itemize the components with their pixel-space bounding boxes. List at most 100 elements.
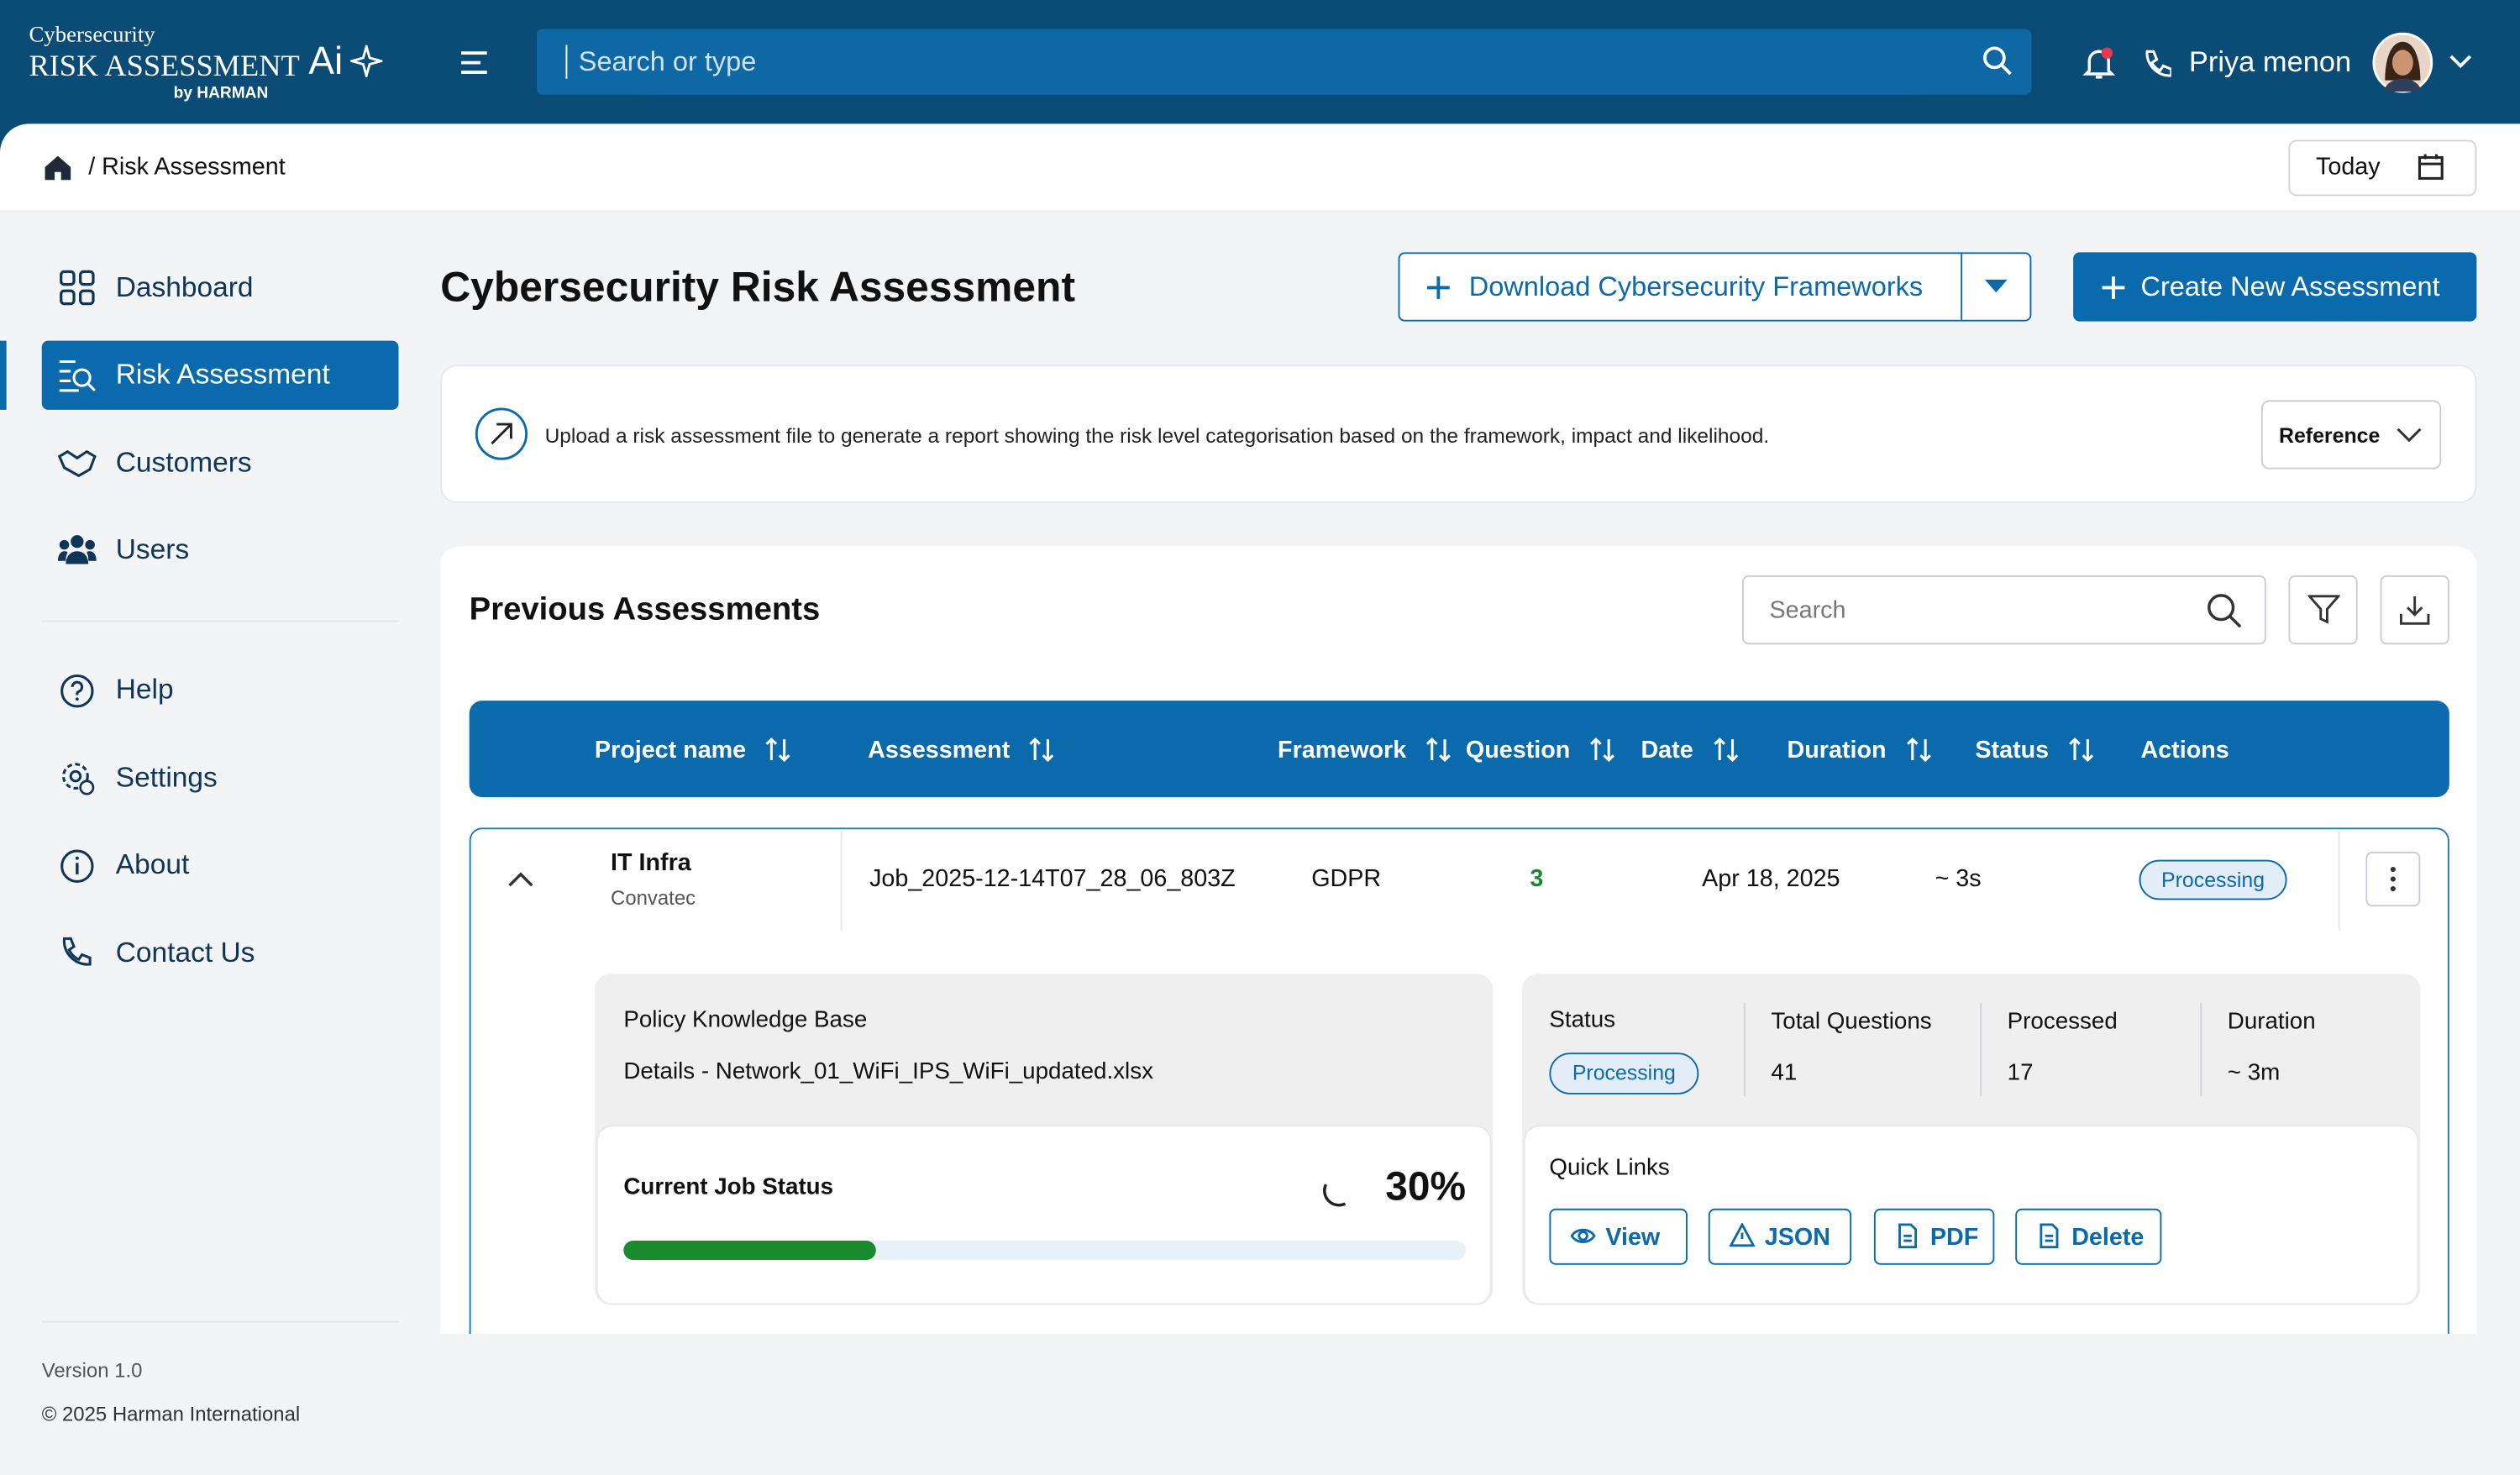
version: Version 1.0 [41,1359,143,1383]
search-placeholder: Search or type [578,46,757,77]
stat-divider [1743,1002,1746,1096]
sidebar-divider [41,620,399,622]
column-header[interactable]: Duration [1787,737,1887,764]
sort-icon[interactable] [1589,736,1615,764]
customers-icon [57,449,97,478]
collapse-button[interactable] [507,869,535,889]
logo-brand: by HARMAN [173,85,269,103]
user-menu-chevron[interactable] [2448,51,2474,71]
user-name[interactable]: Priya menon [2188,45,2352,78]
sort-icon[interactable] [765,736,791,764]
duration: ~ 3s [1935,865,1982,893]
nav-item[interactable]: About [115,848,190,880]
nav-item[interactable]: Help [115,672,174,705]
stat-divider [2200,1002,2202,1096]
column-header[interactable]: Project name [594,737,747,764]
copyright: © 2025 Harman International [41,1403,301,1426]
quick-link-button[interactable] [1873,1208,1995,1265]
calendar-icon [2418,154,2444,180]
status-pill: Processing [2139,859,2287,900]
home-icon[interactable] [44,155,72,182]
page-background [417,1334,2520,1475]
question-count[interactable]: 3 [1530,865,1544,893]
kb-title: Policy Knowledge Base [623,1007,868,1034]
menu-button[interactable] [458,48,490,76]
logo-line1: Cybersecurity [29,24,155,49]
quick-link-label: Delete [2071,1223,2145,1252]
phone-icon[interactable] [2142,48,2171,77]
sparkle-icon [350,45,383,77]
create-label: Create New Assessment [2140,271,2440,302]
stat-label: Status [1549,1007,1616,1034]
chevron-down [2397,428,2422,443]
reference-dropdown[interactable] [2260,400,2442,470]
date-label: Today [2316,153,2381,181]
cell-divider [2338,831,2340,931]
help-icon [60,674,94,708]
download-label: Download Cybersecurity Frameworks [1468,271,1924,302]
dropdown-caret[interactable] [1983,278,2009,294]
progress-percent: 30% [1385,1164,1466,1210]
status-pill: Processing [1549,1052,1699,1094]
active-indicator [0,340,7,410]
stat-label: Processed [2007,1009,2118,1036]
column-header[interactable]: Status [1975,737,2050,764]
settings-icon [62,763,95,795]
nav-item[interactable]: Settings [115,760,218,794]
column-header: Actions [2140,737,2229,764]
sort-icon[interactable] [1906,736,1932,764]
notification-button[interactable] [2082,45,2117,81]
export-button[interactable] [2380,575,2449,645]
search-icon[interactable] [1982,45,2013,77]
cell-divider [840,831,843,931]
download-button[interactable] [1398,252,2032,322]
sort-icon[interactable] [1425,736,1452,764]
avatar[interactable] [2372,32,2433,93]
kb-details: Details - Network_01_WiFi_IPS_WiFi_updat… [623,1058,1153,1085]
column-header[interactable]: Date [1641,737,1693,764]
date: Apr 18, 2025 [1702,865,1840,893]
date-button[interactable] [2288,139,2477,197]
stat-label: Duration [2227,1009,2316,1036]
row-actions-button[interactable] [2365,852,2421,907]
table-search[interactable] [1741,575,2266,645]
sort-icon[interactable] [1714,736,1740,764]
nav-item[interactable]: Contact Us [115,936,255,968]
quick-link-label: View [1605,1223,1661,1252]
column-header[interactable]: Assessment [868,737,1011,764]
kebab-icon [2390,867,2396,892]
quick-link-button[interactable] [2015,1208,2162,1265]
column-header[interactable]: Framework [1278,737,1407,764]
nav-item-active[interactable]: Risk Assessment [115,357,330,390]
filter-button[interactable] [2288,575,2358,645]
progress-fill [623,1241,877,1261]
column-header[interactable]: Question [1465,737,1571,764]
quick-link-label: JSON [1764,1223,1830,1252]
nav-item[interactable]: Customers [115,445,252,479]
stat-value: 41 [1771,1060,1798,1087]
customer-name: Convatec [611,887,696,910]
about-icon [60,849,94,883]
nav-item[interactable]: Users [115,533,190,565]
quick-link-icon [2040,1223,2059,1249]
info-icon [475,407,528,460]
project-name: IT Infra [611,849,691,877]
quick-link-icon [1570,1228,1596,1243]
plus-icon [1426,276,1450,299]
create-button[interactable] [2073,252,2477,322]
sort-icon[interactable] [2068,736,2094,764]
quick-link-button[interactable] [1708,1208,1852,1265]
users-icon [57,535,97,564]
sort-icon[interactable] [1028,736,1054,764]
info-text: Upload a risk assessment file to generat… [544,423,1770,448]
nav-item[interactable]: Dashboard [115,270,254,303]
breadcrumb-bar [0,123,2520,213]
logo-line2: RISK ASSESSMENT [29,50,300,84]
plus-icon [2102,276,2125,299]
global-search[interactable] [537,29,2032,95]
logo-ai: Ai [308,39,344,84]
reference-label: Reference [2279,423,2381,448]
quick-links-title: Quick Links [1549,1155,1670,1182]
